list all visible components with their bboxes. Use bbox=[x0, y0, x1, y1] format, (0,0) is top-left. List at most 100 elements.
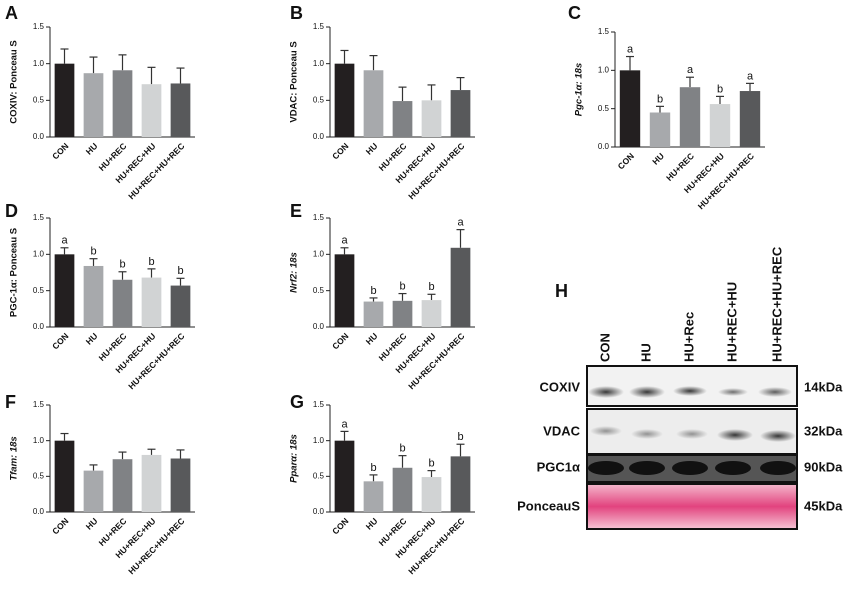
y-tick-label: 0.0 bbox=[313, 132, 325, 141]
x-tick-label: HU bbox=[364, 331, 380, 347]
significance-letter: b bbox=[717, 83, 723, 95]
y-tick-label: 0.5 bbox=[33, 95, 45, 104]
bar bbox=[54, 63, 75, 137]
panel-label: E bbox=[290, 201, 302, 221]
y-axis-label: PGC-1α: Ponceau S bbox=[9, 228, 20, 317]
y-tick-label: 1.0 bbox=[313, 249, 325, 258]
significance-letter: b bbox=[370, 285, 376, 297]
bar bbox=[619, 70, 641, 147]
bar bbox=[421, 477, 442, 512]
significance-letter: b bbox=[90, 246, 96, 258]
y-tick-label: 1.5 bbox=[313, 213, 325, 222]
bar bbox=[421, 100, 442, 137]
bar bbox=[112, 279, 133, 327]
bar bbox=[141, 454, 162, 512]
lane-label: HU+Rec bbox=[681, 312, 696, 362]
significance-letter: b bbox=[428, 281, 434, 293]
panel-label: H bbox=[555, 281, 568, 301]
x-tick-label: HU+REC+HU+REC bbox=[406, 516, 466, 576]
x-tick-label: HU+REC+HU+REC bbox=[126, 331, 186, 391]
row-label: COXIV bbox=[540, 379, 581, 394]
bar bbox=[170, 458, 191, 512]
significance-letter: a bbox=[627, 43, 634, 55]
y-tick-label: 1.5 bbox=[33, 22, 45, 31]
bar bbox=[334, 254, 355, 327]
bar bbox=[392, 467, 413, 512]
y-tick-label: 0.5 bbox=[313, 286, 325, 295]
x-tick-label: HU bbox=[84, 331, 100, 347]
y-tick-label: 1.0 bbox=[598, 65, 610, 74]
bar bbox=[421, 300, 442, 327]
y-tick-label: 1.0 bbox=[33, 436, 45, 445]
significance-letter: b bbox=[399, 443, 405, 455]
y-tick-label: 0.0 bbox=[598, 142, 610, 151]
significance-letter: b bbox=[657, 93, 663, 105]
bar bbox=[112, 459, 133, 512]
y-tick-label: 0.5 bbox=[33, 471, 45, 480]
bar bbox=[450, 456, 471, 512]
x-tick-label: CON bbox=[330, 331, 350, 351]
y-tick-label: 1.5 bbox=[33, 400, 45, 409]
size-label: 90kDa bbox=[804, 459, 843, 474]
significance-letter: b bbox=[119, 259, 125, 271]
significance-letter: a bbox=[341, 235, 348, 247]
x-tick-label: CON bbox=[50, 331, 70, 351]
x-tick-label: CON bbox=[616, 151, 636, 171]
y-tick-label: 1.0 bbox=[33, 59, 45, 68]
significance-letter: a bbox=[341, 418, 348, 430]
panel-label: A bbox=[5, 3, 18, 23]
size-label: 32kDa bbox=[804, 423, 843, 438]
y-axis-label: Nrf2: 18s bbox=[289, 252, 300, 293]
row-label: VDAC bbox=[543, 423, 580, 438]
x-tick-label: HU bbox=[364, 141, 380, 157]
x-tick-label: HU+REC+HU+REC bbox=[406, 331, 466, 391]
y-tick-label: 0.0 bbox=[313, 507, 325, 516]
y-axis-label: COXIV: Ponceau S bbox=[9, 40, 20, 123]
bar bbox=[170, 285, 191, 327]
size-label: 45kDa bbox=[804, 498, 843, 513]
size-label: 14kDa bbox=[804, 379, 843, 394]
x-tick-label: CON bbox=[50, 516, 70, 536]
y-tick-label: 1.5 bbox=[313, 22, 325, 31]
x-tick-label: HU+REC+HU+REC bbox=[406, 141, 466, 201]
panel-label: B bbox=[290, 3, 303, 23]
lane-label: CON bbox=[597, 333, 612, 362]
x-tick-label: HU+REC+HU+REC bbox=[126, 141, 186, 201]
x-tick-label: HU bbox=[84, 141, 100, 157]
bar bbox=[54, 440, 75, 512]
y-tick-label: 0.0 bbox=[33, 507, 45, 516]
y-tick-label: 0.0 bbox=[33, 322, 45, 331]
significance-letter: a bbox=[61, 235, 68, 247]
panel-label: D bbox=[5, 201, 18, 221]
x-tick-label: CON bbox=[50, 141, 70, 161]
y-tick-label: 1.5 bbox=[33, 213, 45, 222]
bar bbox=[54, 254, 75, 327]
bar bbox=[83, 265, 104, 327]
bar bbox=[363, 70, 384, 137]
y-tick-label: 1.0 bbox=[313, 59, 325, 68]
y-tick-label: 1.0 bbox=[313, 436, 325, 445]
bar bbox=[392, 300, 413, 327]
bar bbox=[739, 91, 761, 147]
bar bbox=[649, 112, 671, 147]
row-label: PGC1α bbox=[537, 459, 580, 474]
lane-label: HU+REC+HU+REC bbox=[769, 246, 784, 362]
significance-letter: b bbox=[148, 256, 154, 268]
y-axis-label: VDAC: Ponceau S bbox=[289, 41, 300, 122]
bar bbox=[450, 90, 471, 137]
y-tick-label: 0.0 bbox=[33, 132, 45, 141]
lane-label: HU bbox=[638, 343, 653, 362]
y-axis-label: Tfam: 18s bbox=[9, 436, 20, 480]
x-tick-label: HU bbox=[650, 151, 666, 167]
significance-letter: a bbox=[457, 217, 464, 229]
y-tick-label: 0.5 bbox=[313, 95, 325, 104]
y-tick-label: 0.5 bbox=[313, 471, 325, 480]
y-tick-label: 0.5 bbox=[33, 286, 45, 295]
significance-letter: b bbox=[457, 431, 463, 443]
bar bbox=[141, 84, 162, 137]
y-axis-label: Pgc-1α: 18s bbox=[574, 63, 585, 116]
bar bbox=[334, 63, 355, 137]
significance-letter: b bbox=[177, 265, 183, 277]
bar bbox=[709, 104, 731, 147]
